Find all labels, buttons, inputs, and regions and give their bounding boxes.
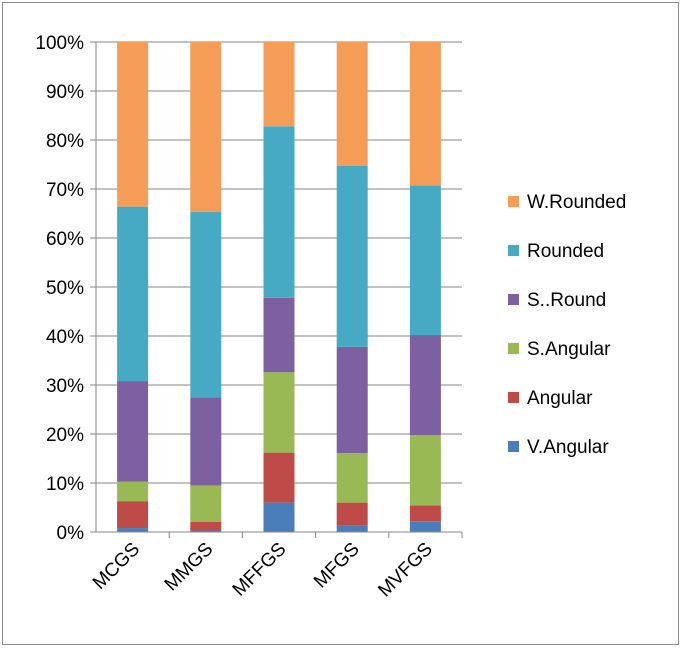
bars — [117, 42, 441, 532]
legend-swatch — [508, 196, 519, 207]
axes — [95, 42, 463, 538]
bar-segment — [263, 452, 295, 503]
bar-segment — [336, 42, 368, 166]
x-tick-label: MMGS — [161, 539, 218, 596]
x-tick-label: MVFGS — [374, 539, 437, 602]
y-tick-label: 90% — [46, 82, 84, 103]
bar-segment — [190, 485, 222, 522]
y-tick-label: 40% — [46, 327, 84, 348]
bar-segment — [263, 502, 295, 532]
bar-segment — [263, 297, 295, 373]
y-tick-label: 20% — [46, 425, 84, 446]
bar-segment — [117, 381, 149, 482]
y-tick-label: 70% — [46, 180, 84, 201]
bar-segment — [190, 212, 222, 398]
y-axis-ticks: 0% 10% 20% 30% 40% 50% 60% 70% 80% 90% 100% — [35, 33, 96, 544]
legend-label: Rounded — [527, 241, 604, 262]
x-tick-label: MFGS — [310, 539, 364, 593]
bar-segment — [336, 525, 368, 532]
x-tick-label: MFFGS — [229, 539, 291, 601]
bar-segment — [190, 42, 222, 213]
legend-swatch — [508, 392, 519, 403]
bar-segment — [117, 528, 149, 532]
bar-segment — [190, 521, 222, 531]
y-tick-label: 80% — [46, 131, 84, 152]
bar-segment — [336, 346, 368, 454]
legend-swatch — [508, 245, 519, 256]
bar-segment — [117, 42, 149, 207]
bar-segment — [190, 530, 222, 532]
x-tick-label: MCGS — [89, 539, 144, 594]
y-tick-label: 10% — [46, 474, 84, 495]
legend-label: S.Angular — [527, 339, 611, 360]
bar-segment — [117, 206, 149, 382]
legend-label: Angular — [527, 388, 593, 409]
bar-segment — [336, 165, 368, 347]
bar-segment — [336, 502, 368, 526]
legend-swatch — [508, 294, 519, 305]
legend-swatch — [508, 441, 519, 452]
y-tick-label: 0% — [57, 523, 85, 544]
bar-segment — [117, 501, 149, 529]
legend-label: S..Round — [527, 290, 606, 311]
bar-segment — [409, 505, 441, 522]
legend-swatch — [508, 343, 519, 354]
bar-segment — [409, 42, 441, 186]
bar-segment — [117, 481, 149, 502]
bar-segment — [409, 521, 441, 532]
legend-label: W.Rounded — [527, 192, 626, 213]
legend: W.Rounded Rounded S..Round S.Angular Angular… — [508, 192, 626, 458]
bar-segment — [336, 453, 368, 503]
bar-segment — [263, 126, 295, 298]
x-axis-categories: MCGS MMGS MFFGS MFGS MVFGS — [89, 539, 437, 602]
bar-segment — [409, 335, 441, 435]
bar-segment — [409, 185, 441, 336]
legend-label: V.Angular — [527, 437, 609, 458]
y-tick-label: 60% — [46, 229, 84, 250]
y-tick-label: 100% — [35, 33, 84, 54]
bar-segment — [409, 434, 441, 506]
y-tick-label: 30% — [46, 376, 84, 397]
bar-segment — [263, 42, 295, 127]
bar-segment — [263, 372, 295, 453]
y-tick-label: 50% — [46, 278, 84, 299]
bar-segment — [190, 397, 222, 486]
